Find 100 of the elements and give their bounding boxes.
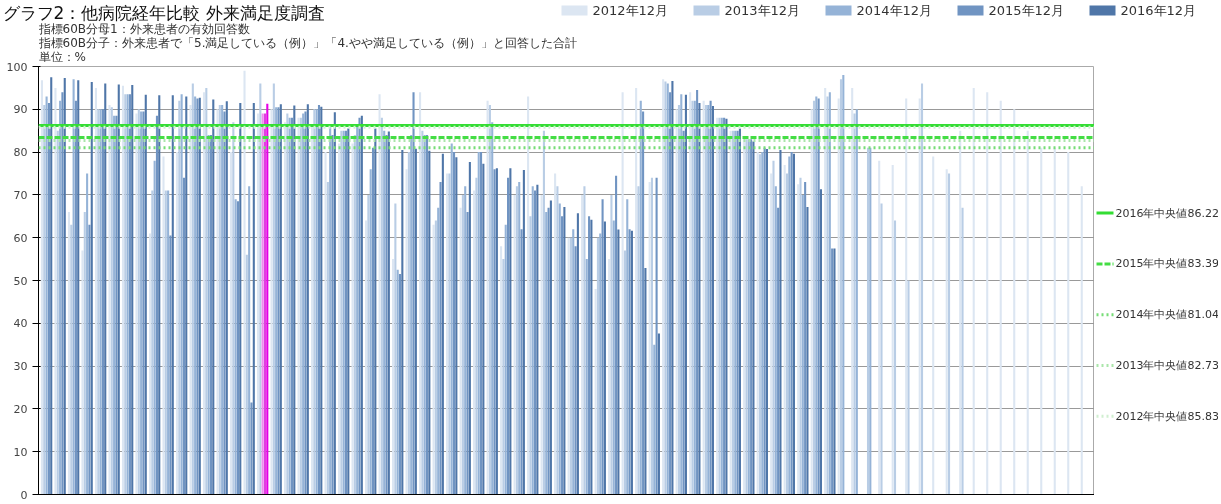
- bar: [169, 235, 172, 495]
- bar: [549, 200, 552, 495]
- bar: [392, 259, 395, 495]
- bar: [452, 152, 456, 495]
- bar: [617, 229, 620, 495]
- bar: [256, 113, 260, 495]
- text: 単位：%: [38, 49, 86, 64]
- bar: [59, 100, 62, 495]
- bar: [574, 246, 577, 495]
- bar: [135, 113, 138, 495]
- bar: [696, 90, 699, 495]
- bar: [558, 203, 561, 495]
- bar: [810, 109, 813, 495]
- bar: [473, 190, 476, 495]
- bar: [374, 128, 377, 495]
- bar: [229, 152, 233, 495]
- bar: [171, 95, 174, 495]
- bar: [772, 160, 775, 495]
- bar: [131, 84, 134, 495]
- bar: [799, 177, 802, 495]
- bar: [326, 182, 329, 495]
- bar: [509, 168, 512, 495]
- bar: [907, 280, 910, 495]
- bar: [324, 152, 327, 495]
- bar: [212, 99, 215, 495]
- bar: [243, 70, 246, 495]
- y-tick-label: 0: [20, 488, 28, 502]
- bar: [837, 98, 840, 495]
- y-tick-label: 20: [13, 402, 28, 416]
- bar: [520, 229, 523, 495]
- bar: [232, 122, 235, 495]
- bar: [77, 80, 80, 495]
- bar: [878, 160, 881, 495]
- bar: [851, 87, 854, 495]
- bar: [56, 130, 59, 495]
- bar: [259, 83, 262, 495]
- bar: [572, 229, 575, 495]
- bar: [880, 203, 883, 495]
- bar: [504, 224, 507, 495]
- bar: [175, 152, 179, 495]
- bar: [67, 212, 71, 495]
- bar: [828, 92, 831, 495]
- bar: [576, 213, 579, 495]
- bar: [603, 221, 606, 495]
- bar: [563, 206, 566, 495]
- legend-label: 2013年中央値82.73: [1115, 359, 1219, 373]
- bar: [689, 92, 692, 495]
- y-tick-label: 30: [13, 360, 28, 374]
- bar: [464, 186, 467, 495]
- y-tick-label: 50: [13, 274, 28, 288]
- bar: [419, 92, 422, 495]
- bar: [407, 152, 410, 495]
- bar: [250, 402, 253, 495]
- bar: [891, 164, 894, 495]
- bar: [774, 186, 777, 495]
- legend-label: 2015年中央値83.39: [1115, 257, 1219, 271]
- bar: [182, 177, 186, 495]
- bar: [1013, 109, 1016, 495]
- bar: [43, 105, 46, 495]
- bar: [461, 194, 464, 495]
- bar: [205, 87, 208, 495]
- bar: [536, 184, 539, 495]
- bar: [999, 100, 1002, 495]
- bar: [500, 246, 503, 495]
- bar: [333, 112, 336, 495]
- bar: [40, 80, 43, 495]
- bar: [439, 182, 442, 495]
- bar: [428, 150, 431, 495]
- bar: [338, 143, 341, 495]
- bar: [918, 98, 921, 495]
- bar: [353, 134, 356, 495]
- bar: [441, 153, 444, 495]
- bar: [986, 92, 989, 495]
- bar: [853, 113, 856, 495]
- bar: [842, 75, 845, 495]
- bar: [547, 207, 550, 495]
- bar: [599, 233, 602, 495]
- bar: [518, 182, 521, 495]
- bar: [266, 103, 269, 495]
- bar: [947, 173, 951, 495]
- bar: [684, 94, 687, 495]
- bar: [151, 190, 154, 495]
- bar: [777, 207, 780, 495]
- bar: [932, 156, 935, 495]
- bar: [383, 130, 386, 495]
- bar: [486, 100, 489, 495]
- bar: [711, 105, 714, 495]
- bar: [272, 83, 275, 495]
- bar: [356, 126, 359, 495]
- bar: [491, 122, 494, 495]
- bar: [770, 173, 773, 495]
- bar: [189, 105, 192, 495]
- bar: [783, 164, 786, 495]
- legend-label: 2014年中央値81.04: [1115, 308, 1219, 322]
- bar: [1067, 152, 1070, 495]
- bar: [779, 149, 782, 495]
- bar: [329, 126, 332, 495]
- bar: [788, 156, 791, 495]
- bar: [396, 269, 399, 495]
- bar: [682, 130, 685, 495]
